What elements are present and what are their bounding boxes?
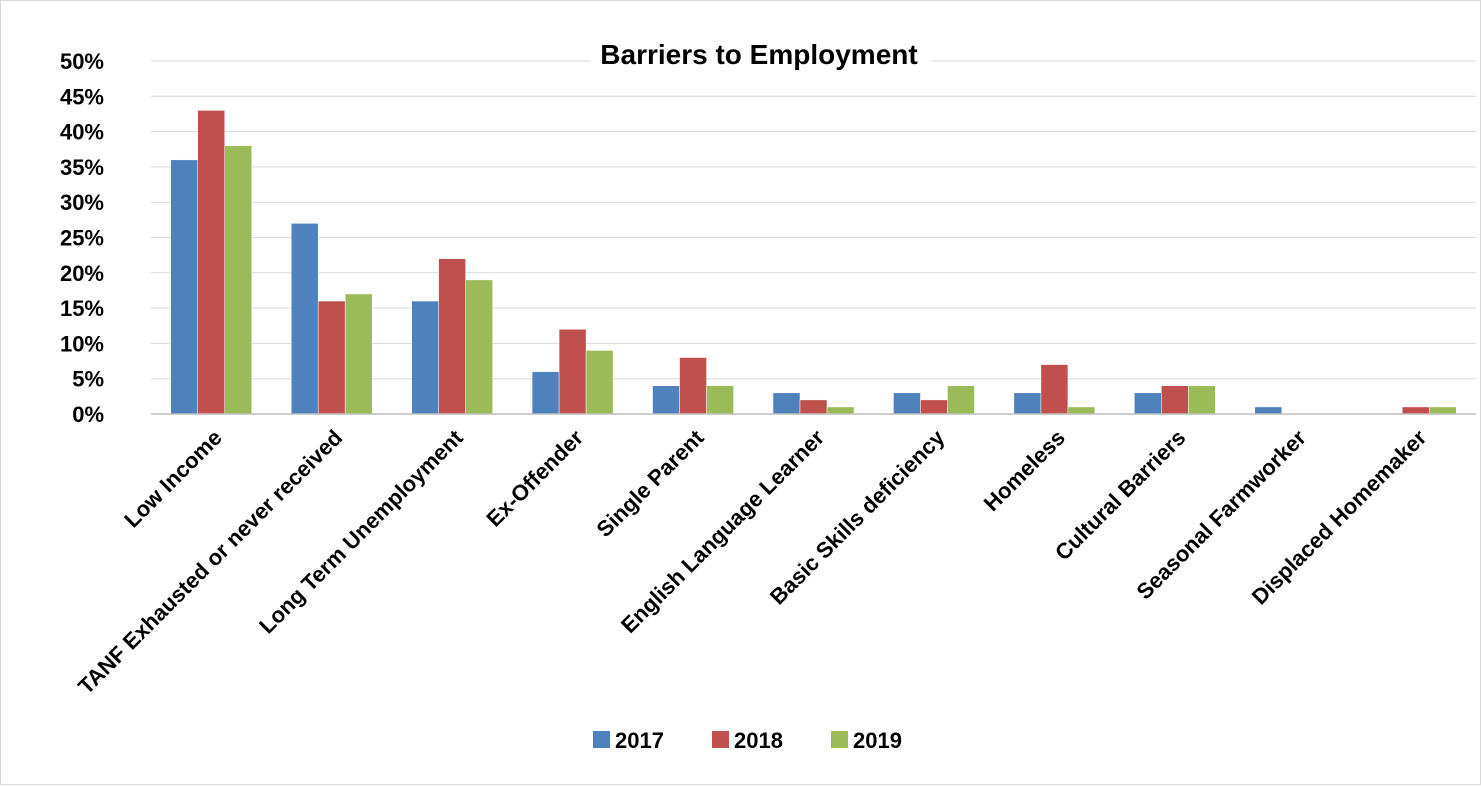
category-label: Single Parent bbox=[591, 424, 709, 542]
bar bbox=[558, 329, 587, 415]
title-background bbox=[591, 37, 931, 75]
legend-label: 2018 bbox=[734, 728, 783, 753]
bar bbox=[1429, 406, 1457, 415]
bar bbox=[652, 385, 680, 415]
bar bbox=[411, 300, 439, 415]
y-tick-label: 30% bbox=[60, 190, 104, 215]
legend-swatch bbox=[831, 731, 848, 748]
chart-title: Barriers to Employment bbox=[600, 39, 917, 70]
y-tick-label: 45% bbox=[60, 84, 104, 109]
bar bbox=[893, 392, 921, 415]
y-tick-label: 50% bbox=[60, 49, 104, 74]
bar bbox=[1188, 385, 1216, 415]
bar bbox=[1040, 364, 1069, 415]
category-label: Homeless bbox=[979, 425, 1070, 516]
legend-swatch bbox=[593, 731, 610, 748]
bar bbox=[706, 385, 734, 415]
bar bbox=[1013, 392, 1042, 415]
legend-swatch bbox=[712, 731, 729, 748]
bar bbox=[170, 159, 198, 415]
category-label: Long Term Unemployment bbox=[254, 424, 468, 638]
bar bbox=[920, 399, 948, 415]
bar bbox=[679, 357, 707, 415]
bar bbox=[1161, 385, 1189, 415]
bar bbox=[799, 399, 828, 415]
legend-label: 2017 bbox=[615, 728, 664, 753]
y-tick-label: 25% bbox=[60, 226, 104, 251]
legend: 2017 2018 2019 bbox=[593, 728, 902, 753]
bar bbox=[947, 385, 975, 415]
bar bbox=[1402, 406, 1430, 415]
y-tick-label: 10% bbox=[60, 331, 104, 356]
category-label: TANF Exhausted or never received bbox=[73, 425, 347, 699]
y-tick-label: 5% bbox=[72, 367, 104, 392]
bar bbox=[438, 258, 466, 415]
bar bbox=[1134, 392, 1162, 415]
bar bbox=[826, 406, 855, 415]
y-axis-ticks: 0% 5% 10% 15% 20% 25% 30% 35% 40% 45% 50% bbox=[60, 49, 104, 427]
bar bbox=[317, 300, 346, 415]
y-tick-label: 15% bbox=[60, 296, 104, 321]
category-label: Cultural Barriers bbox=[1050, 425, 1190, 565]
category-label: Ex-Offender bbox=[481, 425, 588, 532]
category-label: Low Income bbox=[119, 425, 227, 533]
y-tick-label: 20% bbox=[60, 261, 104, 286]
y-tick-label: 35% bbox=[60, 155, 104, 180]
y-tick-label: 40% bbox=[60, 120, 104, 145]
bars bbox=[170, 110, 1457, 415]
bar bbox=[465, 279, 493, 415]
bar bbox=[197, 110, 225, 415]
y-tick-label: 0% bbox=[72, 402, 104, 427]
legend-label: 2019 bbox=[853, 728, 902, 753]
bar bbox=[290, 223, 319, 415]
bar bbox=[224, 145, 252, 415]
bar bbox=[531, 371, 560, 415]
category-label: English Language Learner bbox=[616, 425, 829, 638]
bar bbox=[585, 350, 614, 415]
bar bbox=[1254, 406, 1283, 415]
bar bbox=[772, 392, 801, 415]
bar bbox=[344, 293, 373, 415]
bar bbox=[1067, 406, 1096, 415]
